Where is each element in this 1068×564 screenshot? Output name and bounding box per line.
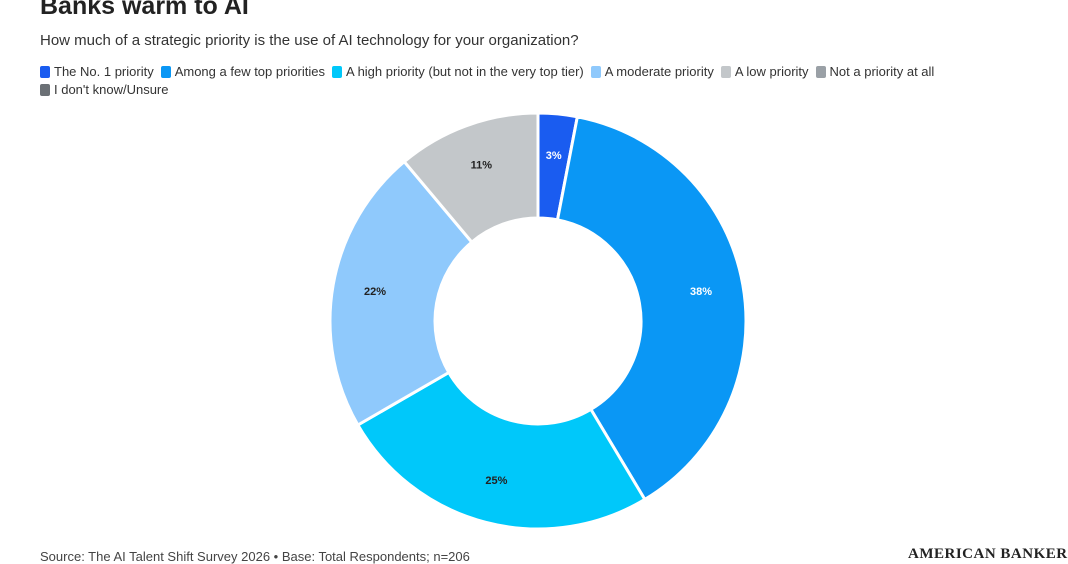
- source-note: Source: The AI Talent Shift Survey 2026 …: [40, 549, 470, 564]
- slice: [328, 159, 474, 428]
- legend-label: Among a few top priorities: [174, 64, 325, 79]
- slice: [355, 370, 647, 531]
- chart-subtitle: How much of a strategic priority is the …: [40, 32, 579, 49]
- legend-swatch: [40, 65, 50, 78]
- legend-swatch: [40, 83, 50, 96]
- legend-item: A low priority: [720, 64, 809, 79]
- legend-item: I don't know/Unsure: [40, 82, 169, 97]
- data-label: 25%: [485, 475, 507, 487]
- chart-title: Banks warm to AI: [40, 0, 249, 20]
- legend-item: Among a few top priorities: [160, 64, 325, 79]
- legend-swatch: [590, 65, 601, 78]
- legend-swatch: [720, 65, 731, 78]
- legend-label: I don't know/Unsure: [54, 82, 169, 97]
- slice: [555, 115, 748, 502]
- legend-swatch: [332, 65, 342, 78]
- legend-label: A low priority: [734, 64, 809, 79]
- legend-label: Not a priority at all: [829, 64, 935, 79]
- legend-label: A high priority (but not in the very top…: [346, 64, 584, 79]
- legend-label: A moderate priority: [604, 64, 714, 79]
- legend-item: A high priority (but not in the very top…: [332, 64, 584, 79]
- legend-item: Not a priority at all: [815, 64, 935, 79]
- legend-swatch: [160, 65, 171, 78]
- legend: The No. 1 priority Among a few top priori…: [40, 64, 1040, 97]
- legend-label: The No. 1 priority: [54, 64, 154, 79]
- legend-swatch: [815, 65, 826, 78]
- data-label: 11%: [471, 159, 493, 171]
- legend-item: The No. 1 priority: [40, 64, 154, 79]
- data-label: 38%: [690, 286, 712, 298]
- legend-item: A moderate priority: [590, 64, 714, 79]
- logo: AMERICAN BANKER: [908, 546, 1068, 562]
- data-label: 3%: [546, 150, 562, 162]
- data-label: 22%: [364, 286, 386, 298]
